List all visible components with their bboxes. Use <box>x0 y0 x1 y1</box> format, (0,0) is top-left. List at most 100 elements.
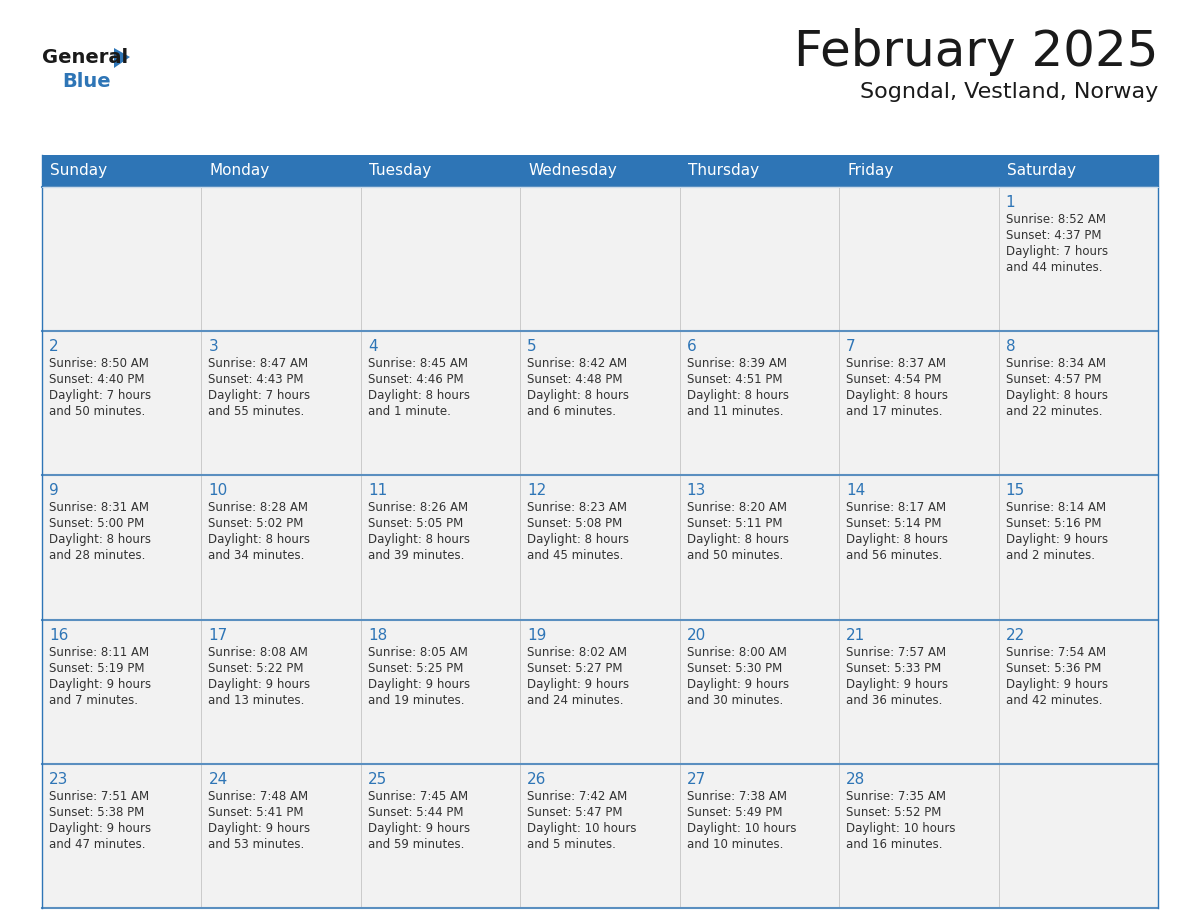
Text: Sunrise: 8:11 AM: Sunrise: 8:11 AM <box>49 645 150 658</box>
Text: 23: 23 <box>49 772 69 787</box>
Text: and 6 minutes.: and 6 minutes. <box>527 405 617 419</box>
Text: Daylight: 7 hours: Daylight: 7 hours <box>208 389 310 402</box>
Text: Sunrise: 8:02 AM: Sunrise: 8:02 AM <box>527 645 627 658</box>
Text: and 44 minutes.: and 44 minutes. <box>1005 261 1102 274</box>
Text: Sunset: 4:51 PM: Sunset: 4:51 PM <box>687 374 782 386</box>
Text: Sunset: 5:44 PM: Sunset: 5:44 PM <box>368 806 463 819</box>
Bar <box>361 155 520 187</box>
Text: Daylight: 8 hours: Daylight: 8 hours <box>527 389 630 402</box>
Text: 19: 19 <box>527 628 546 643</box>
Text: Sunset: 5:33 PM: Sunset: 5:33 PM <box>846 662 941 675</box>
Text: Sunrise: 8:45 AM: Sunrise: 8:45 AM <box>368 357 468 370</box>
Text: and 11 minutes.: and 11 minutes. <box>687 405 783 419</box>
Text: 18: 18 <box>368 628 387 643</box>
Text: Daylight: 10 hours: Daylight: 10 hours <box>527 822 637 834</box>
Text: Sunset: 4:57 PM: Sunset: 4:57 PM <box>1005 374 1101 386</box>
Bar <box>42 764 202 908</box>
Text: Sunrise: 8:28 AM: Sunrise: 8:28 AM <box>208 501 309 514</box>
Text: Friday: Friday <box>847 163 893 178</box>
Text: Daylight: 9 hours: Daylight: 9 hours <box>368 822 470 834</box>
Text: Sunset: 5:27 PM: Sunset: 5:27 PM <box>527 662 623 675</box>
Bar <box>202 155 361 187</box>
Text: Sunset: 4:46 PM: Sunset: 4:46 PM <box>368 374 463 386</box>
Bar <box>839 476 999 620</box>
Bar <box>999 187 1158 331</box>
Text: Daylight: 8 hours: Daylight: 8 hours <box>368 389 470 402</box>
Text: Sunset: 5:22 PM: Sunset: 5:22 PM <box>208 662 304 675</box>
Text: and 55 minutes.: and 55 minutes. <box>208 405 304 419</box>
Text: and 30 minutes.: and 30 minutes. <box>687 694 783 707</box>
Text: Sunrise: 8:31 AM: Sunrise: 8:31 AM <box>49 501 148 514</box>
Text: and 24 minutes.: and 24 minutes. <box>527 694 624 707</box>
Text: Sunset: 5:16 PM: Sunset: 5:16 PM <box>1005 518 1101 531</box>
Bar <box>202 187 361 331</box>
Bar <box>42 331 202 476</box>
Text: and 42 minutes.: and 42 minutes. <box>1005 694 1102 707</box>
Text: Sunset: 5:52 PM: Sunset: 5:52 PM <box>846 806 942 819</box>
Text: Daylight: 9 hours: Daylight: 9 hours <box>1005 677 1107 690</box>
Text: and 50 minutes.: and 50 minutes. <box>687 549 783 563</box>
Text: Sunset: 4:40 PM: Sunset: 4:40 PM <box>49 374 145 386</box>
Text: Sunrise: 7:35 AM: Sunrise: 7:35 AM <box>846 789 946 803</box>
Text: Sunrise: 8:08 AM: Sunrise: 8:08 AM <box>208 645 309 658</box>
Text: Daylight: 9 hours: Daylight: 9 hours <box>208 822 310 834</box>
Text: Sunrise: 8:20 AM: Sunrise: 8:20 AM <box>687 501 786 514</box>
Bar <box>520 476 680 620</box>
Bar <box>839 331 999 476</box>
Bar <box>839 764 999 908</box>
Text: Daylight: 8 hours: Daylight: 8 hours <box>527 533 630 546</box>
Bar <box>839 620 999 764</box>
Bar <box>680 187 839 331</box>
Text: 2: 2 <box>49 339 58 354</box>
Bar <box>520 155 680 187</box>
Text: Sunset: 5:49 PM: Sunset: 5:49 PM <box>687 806 782 819</box>
Text: and 56 minutes.: and 56 minutes. <box>846 549 942 563</box>
Bar <box>520 331 680 476</box>
Text: Sunrise: 7:51 AM: Sunrise: 7:51 AM <box>49 789 150 803</box>
Text: 25: 25 <box>368 772 387 787</box>
Text: and 16 minutes.: and 16 minutes. <box>846 838 942 851</box>
Text: Sunrise: 7:45 AM: Sunrise: 7:45 AM <box>368 789 468 803</box>
Bar <box>839 187 999 331</box>
Text: Thursday: Thursday <box>688 163 759 178</box>
Text: 11: 11 <box>368 484 387 498</box>
Text: Sunset: 5:11 PM: Sunset: 5:11 PM <box>687 518 782 531</box>
Text: Sunset: 4:37 PM: Sunset: 4:37 PM <box>1005 229 1101 242</box>
Text: Sunset: 5:05 PM: Sunset: 5:05 PM <box>368 518 463 531</box>
Bar <box>680 620 839 764</box>
Text: Saturday: Saturday <box>1006 163 1075 178</box>
Text: Sunset: 5:30 PM: Sunset: 5:30 PM <box>687 662 782 675</box>
Text: Daylight: 7 hours: Daylight: 7 hours <box>49 389 151 402</box>
Text: Sunset: 5:14 PM: Sunset: 5:14 PM <box>846 518 942 531</box>
Bar <box>999 476 1158 620</box>
Text: Daylight: 9 hours: Daylight: 9 hours <box>49 677 151 690</box>
Text: Wednesday: Wednesday <box>529 163 617 178</box>
Bar <box>361 187 520 331</box>
Text: Sunset: 5:38 PM: Sunset: 5:38 PM <box>49 806 144 819</box>
Text: Daylight: 8 hours: Daylight: 8 hours <box>846 389 948 402</box>
Text: 1: 1 <box>1005 195 1016 210</box>
Text: Sunrise: 7:42 AM: Sunrise: 7:42 AM <box>527 789 627 803</box>
Text: 22: 22 <box>1005 628 1025 643</box>
Bar <box>999 620 1158 764</box>
Text: Sunset: 5:47 PM: Sunset: 5:47 PM <box>527 806 623 819</box>
Bar <box>202 764 361 908</box>
Text: 7: 7 <box>846 339 855 354</box>
Text: Daylight: 9 hours: Daylight: 9 hours <box>368 677 470 690</box>
Text: Daylight: 8 hours: Daylight: 8 hours <box>687 533 789 546</box>
Text: Sunset: 5:00 PM: Sunset: 5:00 PM <box>49 518 144 531</box>
Text: Sunrise: 8:50 AM: Sunrise: 8:50 AM <box>49 357 148 370</box>
Text: Daylight: 7 hours: Daylight: 7 hours <box>1005 245 1107 258</box>
Text: Sunrise: 8:14 AM: Sunrise: 8:14 AM <box>1005 501 1106 514</box>
Text: and 19 minutes.: and 19 minutes. <box>368 694 465 707</box>
Text: Sunset: 4:43 PM: Sunset: 4:43 PM <box>208 374 304 386</box>
Bar <box>680 764 839 908</box>
Text: 17: 17 <box>208 628 228 643</box>
Text: Daylight: 9 hours: Daylight: 9 hours <box>846 677 948 690</box>
Text: Daylight: 9 hours: Daylight: 9 hours <box>687 677 789 690</box>
Bar <box>520 620 680 764</box>
Text: 15: 15 <box>1005 484 1025 498</box>
Text: 13: 13 <box>687 484 706 498</box>
Text: Daylight: 9 hours: Daylight: 9 hours <box>49 822 151 834</box>
Text: Sunrise: 8:47 AM: Sunrise: 8:47 AM <box>208 357 309 370</box>
